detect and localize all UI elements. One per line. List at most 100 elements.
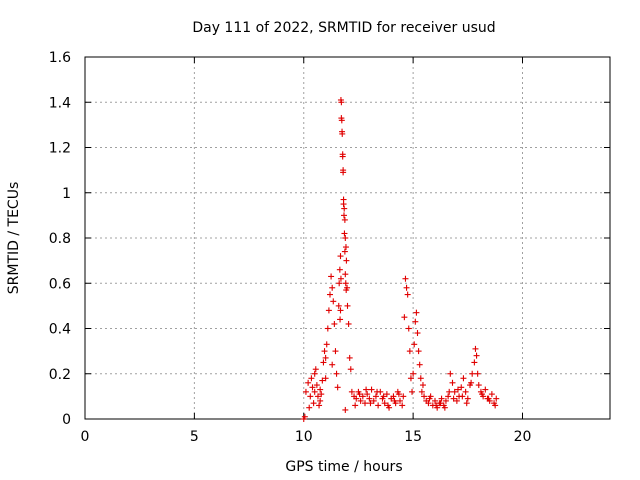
- axis-ticks: [84, 56, 610, 420]
- data-point: [320, 359, 327, 366]
- data-point: [425, 400, 432, 407]
- data-point: [338, 99, 345, 106]
- data-point: [343, 257, 350, 264]
- data-point: [340, 201, 347, 208]
- data-point: [380, 393, 387, 400]
- data-point: [442, 397, 449, 404]
- data-point: [337, 253, 344, 260]
- data-point: [438, 395, 445, 402]
- data-point: [342, 271, 349, 278]
- data-point: [406, 348, 413, 355]
- data-point: [342, 280, 349, 287]
- data-point: [450, 395, 457, 402]
- data-point: [463, 400, 470, 407]
- data-point: [317, 397, 324, 404]
- data-point: [414, 330, 421, 337]
- y-tick-label: 0.6: [49, 276, 71, 292]
- data-point: [462, 388, 469, 395]
- data-point: [447, 370, 454, 377]
- grid: [85, 57, 610, 419]
- data-point: [306, 404, 313, 411]
- data-point: [488, 391, 495, 398]
- data-point: [343, 287, 350, 294]
- data-point: [341, 216, 348, 223]
- data-point: [330, 298, 337, 305]
- data-point: [332, 348, 339, 355]
- data-point: [307, 393, 314, 400]
- data-point: [344, 302, 351, 309]
- data-point: [347, 366, 354, 373]
- data-point: [314, 393, 321, 400]
- data-point: [337, 316, 344, 323]
- y-tick-label: 0: [62, 412, 71, 428]
- data-point: [421, 393, 428, 400]
- data-point: [328, 273, 335, 280]
- data-point: [390, 393, 397, 400]
- data-point: [353, 395, 360, 402]
- data-point: [318, 391, 325, 398]
- data-point: [437, 400, 444, 407]
- data-point: [366, 395, 373, 402]
- data-point: [341, 230, 348, 237]
- data-point: [479, 391, 486, 398]
- data-point: [432, 397, 438, 404]
- data-point: [342, 235, 349, 241]
- data-point: [451, 388, 458, 395]
- data-point: [323, 341, 330, 348]
- data-point: [475, 382, 482, 389]
- data-point: [339, 153, 346, 160]
- data-point: [336, 266, 343, 273]
- data-point: [338, 117, 345, 124]
- data-point: [419, 382, 426, 389]
- data-point: [335, 302, 342, 309]
- data-point: [325, 307, 332, 314]
- data-point: [319, 377, 326, 384]
- y-tick-label: 1.4: [49, 95, 71, 111]
- data-point: [317, 386, 324, 393]
- data-point: [352, 402, 359, 409]
- data-point: [383, 391, 390, 398]
- data-point: [410, 370, 417, 377]
- data-point: [357, 397, 364, 404]
- data-point: [341, 205, 348, 212]
- data-point: [407, 375, 414, 382]
- data-point: [341, 248, 348, 255]
- data-point: [337, 307, 344, 314]
- data-point: [459, 393, 466, 400]
- data-point: [426, 395, 433, 402]
- x-tick-label: 15: [404, 429, 422, 445]
- y-tick-label: 1.2: [49, 141, 71, 157]
- y-tick-labels: 0 0.2 0.4 0.6 0.8 1 1.2 1.4 1.6: [49, 50, 71, 428]
- y-tick-label: 0.2: [49, 367, 71, 383]
- data-point: [400, 393, 407, 400]
- data-point: [381, 400, 388, 407]
- data-point: [329, 361, 336, 368]
- y-tick-label: 1: [62, 186, 71, 202]
- data-point: [346, 354, 353, 361]
- data-point: [458, 384, 465, 391]
- data-point: [342, 406, 349, 413]
- data-point: [433, 402, 440, 409]
- data-point: [395, 391, 402, 398]
- data-points: [300, 96, 500, 422]
- data-point: [492, 402, 499, 409]
- data-point: [340, 169, 347, 176]
- data-point: [384, 402, 391, 409]
- data-point: [312, 366, 319, 373]
- data-point: [364, 391, 371, 398]
- data-point: [337, 275, 344, 282]
- data-point: [370, 397, 377, 404]
- data-point: [359, 393, 366, 400]
- data-point: [471, 359, 478, 366]
- data-point: [372, 393, 379, 400]
- data-point: [485, 395, 492, 402]
- data-point: [391, 397, 398, 404]
- data-point: [399, 402, 406, 409]
- data-point: [313, 382, 320, 389]
- data-point: [345, 320, 352, 327]
- data-point: [472, 345, 479, 352]
- data-point: [468, 379, 475, 386]
- data-point: [333, 370, 340, 377]
- data-point: [418, 388, 425, 395]
